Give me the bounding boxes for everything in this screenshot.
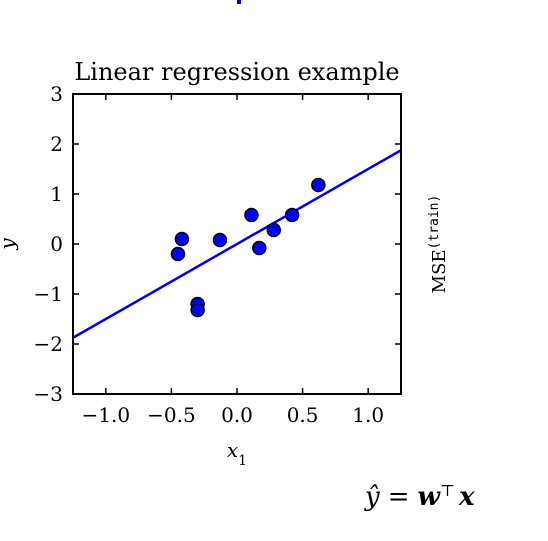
x-axis-label-subscript: 1 <box>238 453 247 469</box>
formula-x: x <box>458 482 475 512</box>
data-point <box>212 232 228 248</box>
data-point <box>174 231 190 247</box>
data-point <box>266 222 281 238</box>
y-tick-label: 1 <box>50 182 63 206</box>
mse-label-base: MSE <box>429 249 450 293</box>
y-tick-label: 3 <box>50 82 63 106</box>
mse-train-label: MSE(train) <box>427 195 451 294</box>
linear-model-formula: ŷ = w⊤ x <box>364 481 475 513</box>
x-tick-label: −1.0 <box>82 403 131 427</box>
data-point <box>190 302 205 318</box>
chart-title: Linear regression example <box>74 58 399 86</box>
formula-w: w <box>418 482 442 512</box>
x-axis-label-base: x <box>227 438 238 462</box>
y-tick-label: −3 <box>34 382 63 406</box>
x-axis-ticks: −1.0 −0.5 0.0 0.5 1.0 <box>82 94 384 427</box>
y-tick-label: 0 <box>50 232 63 256</box>
y-axis-ticks: −3 −2 −1 0 1 2 3 <box>34 82 401 406</box>
x-tick-label: −0.5 <box>147 403 196 427</box>
scatter-points <box>170 177 326 318</box>
regression-line <box>73 149 401 339</box>
data-point <box>252 240 267 256</box>
x-tick-label: 0.5 <box>287 403 319 427</box>
formula-yhat: ŷ <box>364 482 380 512</box>
y-tick-label: 2 <box>50 132 63 156</box>
x-axis-label: x1 <box>227 438 247 469</box>
y-tick-label: −2 <box>34 332 63 356</box>
y-tick-label: −1 <box>34 282 63 306</box>
formula-transpose: ⊤ <box>440 481 455 500</box>
x-tick-label: 1.0 <box>352 403 384 427</box>
data-point <box>170 246 186 262</box>
top-clipped-mark <box>237 0 241 4</box>
y-axis-label: y <box>0 238 19 251</box>
data-point <box>311 177 326 193</box>
x-tick-label: 0.0 <box>221 403 253 427</box>
formula-equals: = <box>388 482 410 512</box>
mse-label-superscript: (train) <box>427 195 442 250</box>
data-point <box>244 207 259 223</box>
data-point <box>284 207 300 223</box>
